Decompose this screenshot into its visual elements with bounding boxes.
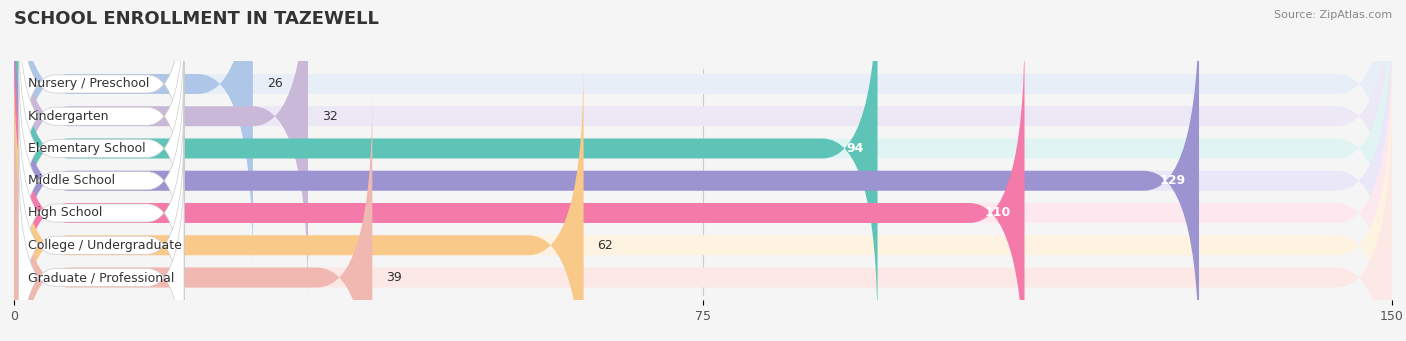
FancyBboxPatch shape: [14, 0, 253, 267]
Text: 39: 39: [387, 271, 402, 284]
FancyBboxPatch shape: [14, 0, 1392, 341]
Text: Source: ZipAtlas.com: Source: ZipAtlas.com: [1274, 10, 1392, 20]
Text: SCHOOL ENROLLMENT IN TAZEWELL: SCHOOL ENROLLMENT IN TAZEWELL: [14, 10, 380, 28]
FancyBboxPatch shape: [18, 93, 184, 333]
FancyBboxPatch shape: [18, 125, 184, 341]
FancyBboxPatch shape: [14, 94, 1392, 341]
FancyBboxPatch shape: [14, 0, 1199, 341]
Text: Nursery / Preschool: Nursery / Preschool: [28, 77, 149, 90]
FancyBboxPatch shape: [14, 29, 1392, 341]
Text: Middle School: Middle School: [28, 174, 115, 187]
Text: High School: High School: [28, 207, 103, 220]
Text: 62: 62: [598, 239, 613, 252]
FancyBboxPatch shape: [14, 0, 1392, 267]
Text: College / Undergraduate: College / Undergraduate: [28, 239, 181, 252]
FancyBboxPatch shape: [14, 62, 1392, 341]
Text: 32: 32: [322, 110, 337, 123]
Text: 110: 110: [984, 207, 1011, 220]
FancyBboxPatch shape: [14, 62, 583, 341]
FancyBboxPatch shape: [18, 61, 184, 301]
FancyBboxPatch shape: [18, 0, 184, 236]
Text: Kindergarten: Kindergarten: [28, 110, 110, 123]
FancyBboxPatch shape: [18, 0, 184, 204]
FancyBboxPatch shape: [18, 158, 184, 341]
FancyBboxPatch shape: [14, 0, 308, 300]
FancyBboxPatch shape: [14, 94, 373, 341]
FancyBboxPatch shape: [14, 0, 1392, 300]
Text: 26: 26: [267, 77, 283, 90]
FancyBboxPatch shape: [18, 29, 184, 268]
FancyBboxPatch shape: [14, 29, 1025, 341]
Text: Elementary School: Elementary School: [28, 142, 145, 155]
FancyBboxPatch shape: [14, 0, 1392, 332]
Text: Graduate / Professional: Graduate / Professional: [28, 271, 174, 284]
Text: 94: 94: [846, 142, 863, 155]
FancyBboxPatch shape: [14, 0, 877, 332]
Text: 129: 129: [1159, 174, 1185, 187]
